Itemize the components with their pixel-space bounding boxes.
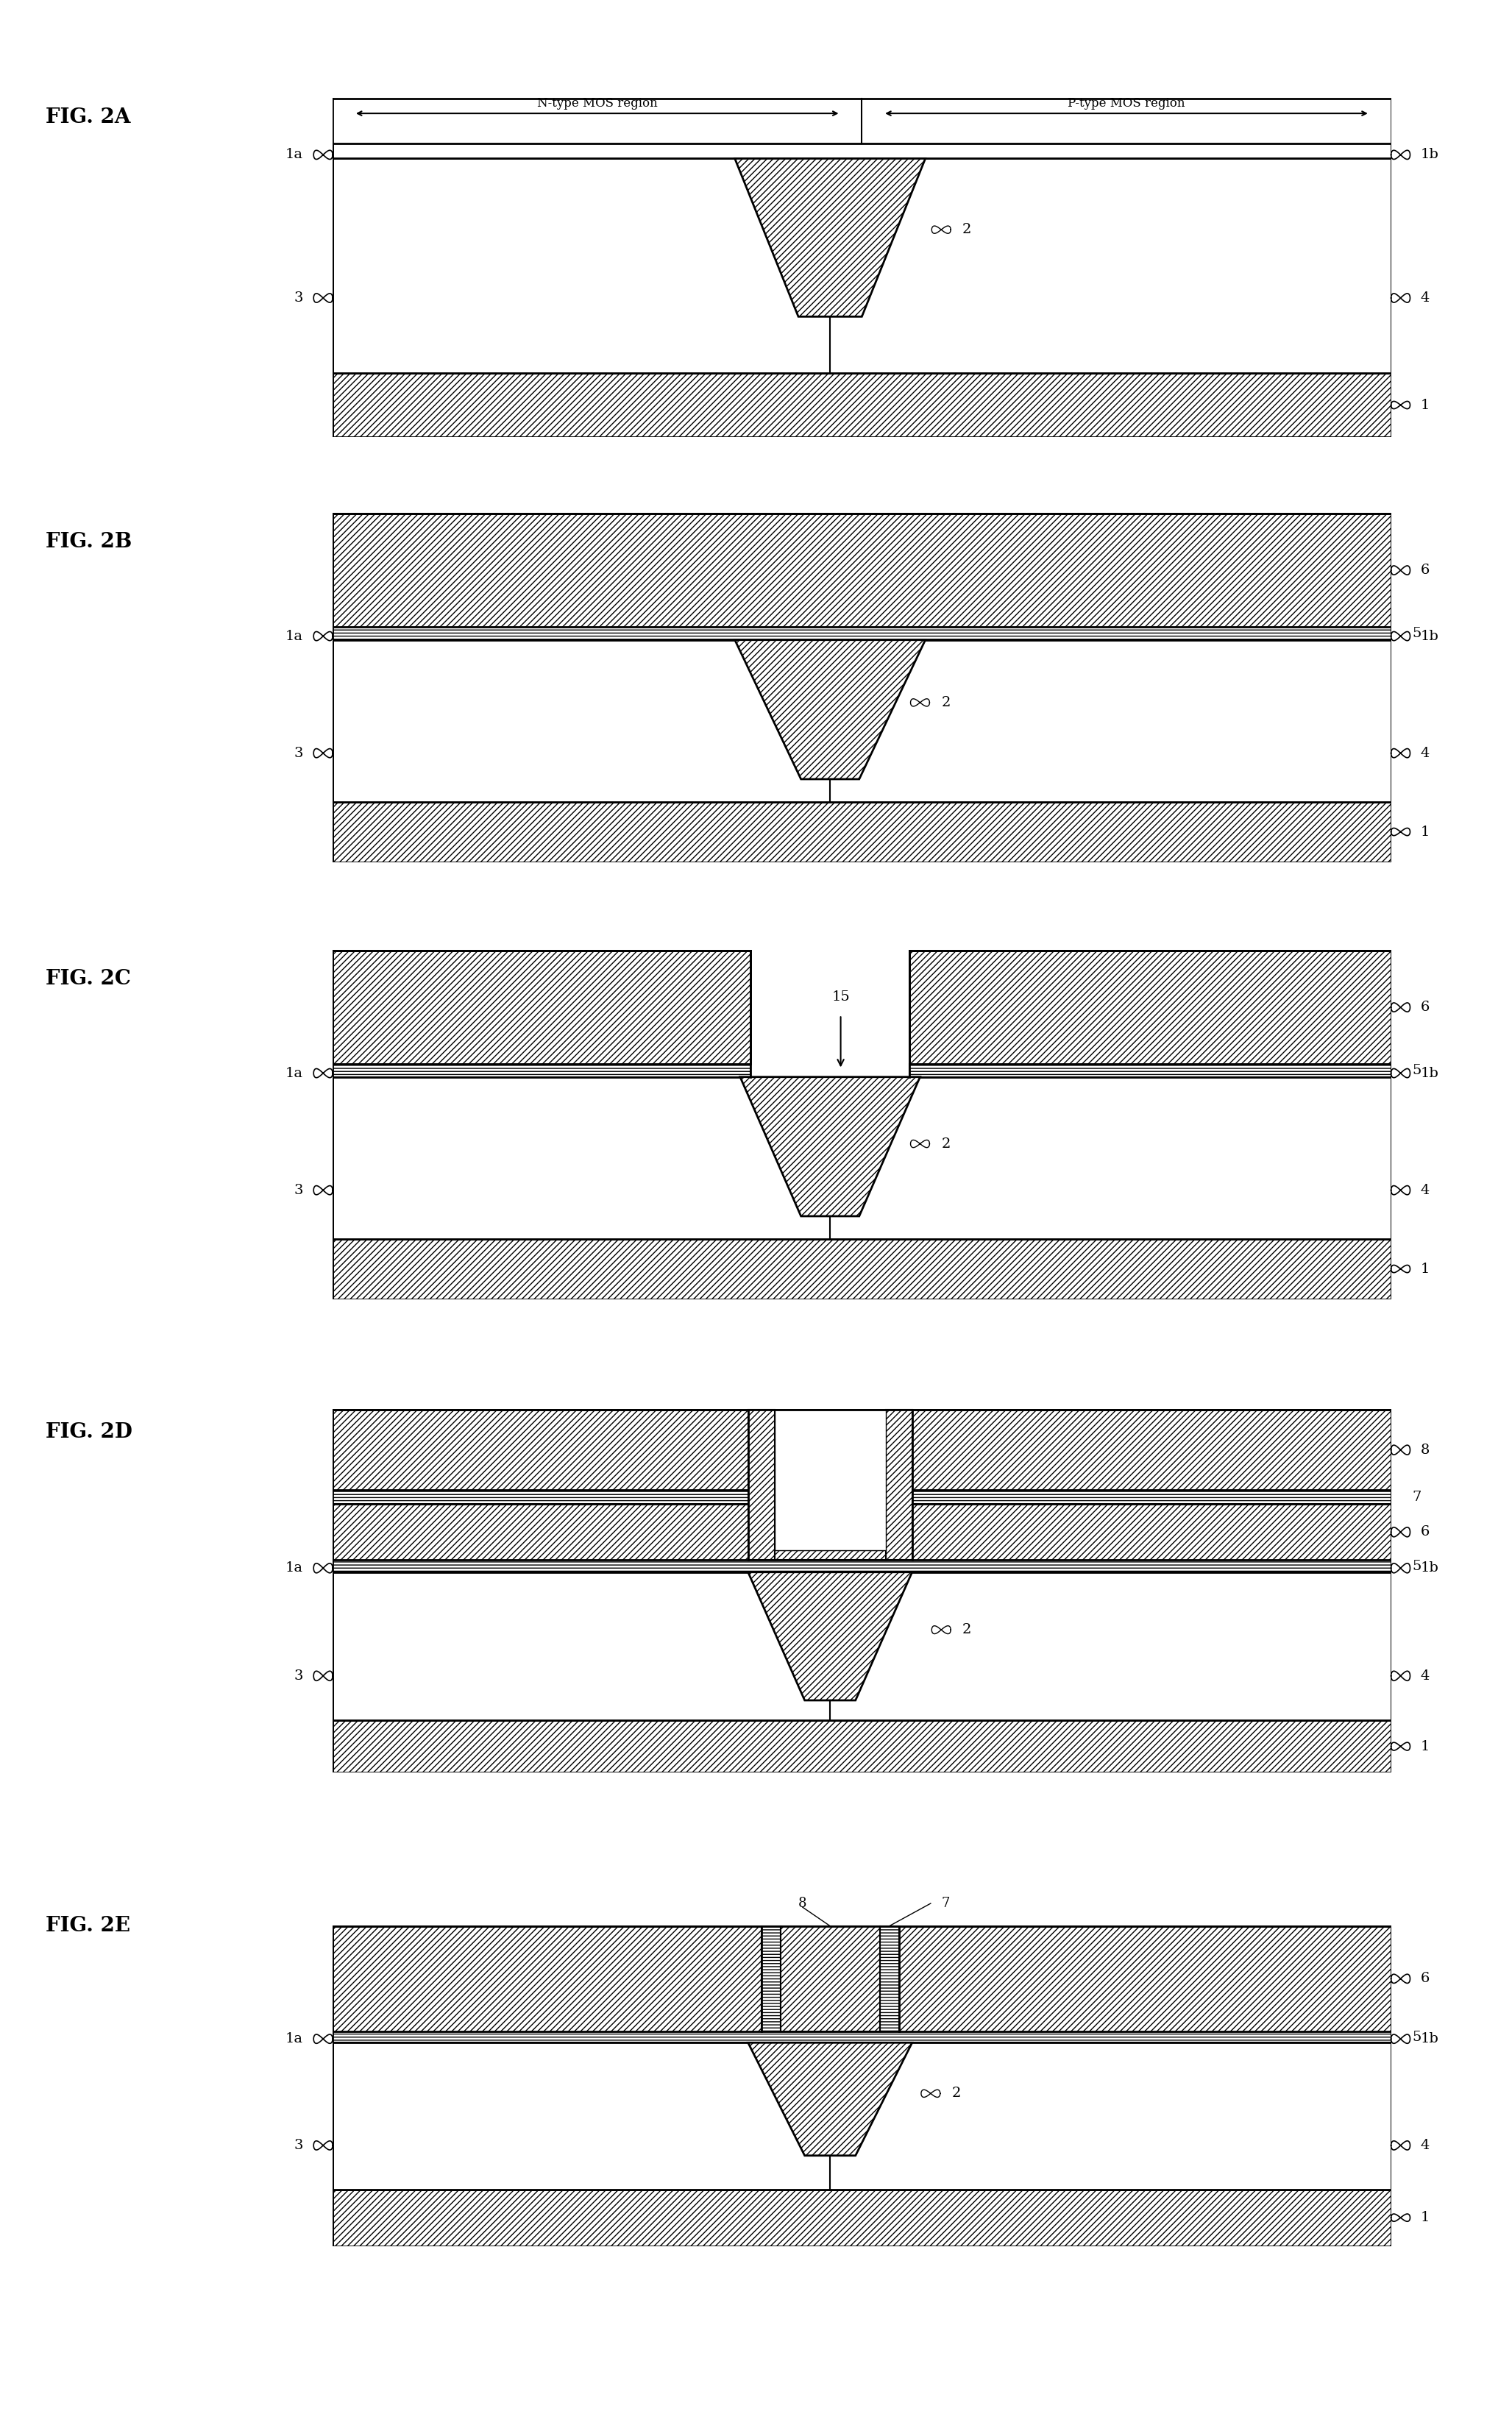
Bar — [910, 952, 1391, 1063]
Bar — [333, 374, 1391, 437]
Bar — [333, 641, 1391, 801]
Bar — [774, 1549, 886, 1561]
Text: 2: 2 — [962, 1624, 972, 1636]
Text: FIG. 2D: FIG. 2D — [45, 1423, 132, 1442]
Polygon shape — [741, 1078, 919, 1216]
Text: 1b: 1b — [1421, 2032, 1439, 2044]
Text: 3: 3 — [293, 745, 302, 760]
Text: 1b: 1b — [1421, 1561, 1439, 1576]
Text: 1b: 1b — [1421, 148, 1439, 160]
Text: 1: 1 — [1421, 2212, 1430, 2224]
Text: 1a: 1a — [286, 148, 302, 160]
Bar — [333, 1925, 1391, 2032]
Text: 8: 8 — [1421, 1442, 1430, 1457]
Text: 5: 5 — [1412, 1063, 1421, 1078]
Text: 1: 1 — [1421, 398, 1430, 413]
Bar — [333, 515, 1391, 626]
Polygon shape — [748, 1573, 912, 1700]
Text: 4: 4 — [1421, 2139, 1430, 2151]
Text: FIG. 2C: FIG. 2C — [45, 969, 130, 988]
Bar — [333, 1063, 751, 1078]
Bar — [333, 1573, 1391, 1721]
Text: 6: 6 — [1421, 1000, 1430, 1015]
Text: 5: 5 — [1412, 1559, 1421, 1573]
Text: 7: 7 — [940, 1896, 950, 1911]
Bar — [774, 1411, 886, 1549]
Text: 1a: 1a — [286, 2032, 302, 2044]
Text: 1: 1 — [1421, 826, 1430, 838]
Bar — [333, 1561, 1391, 1573]
Text: 3: 3 — [293, 1182, 302, 1197]
Text: 2: 2 — [940, 1136, 951, 1151]
Text: 5: 5 — [1412, 2030, 1421, 2044]
Bar — [748, 1411, 912, 1561]
Text: FIG. 2A: FIG. 2A — [45, 107, 130, 126]
Polygon shape — [735, 158, 925, 316]
Text: 3: 3 — [293, 291, 302, 304]
Text: 1: 1 — [1421, 1741, 1430, 1753]
Text: 4: 4 — [1421, 1182, 1430, 1197]
Bar — [333, 1491, 1391, 1503]
Text: 1a: 1a — [286, 629, 302, 643]
Bar — [333, 2042, 1391, 2190]
Bar — [333, 801, 1391, 862]
Text: P-type MOS region: P-type MOS region — [1067, 97, 1185, 109]
Text: 6: 6 — [1421, 1972, 1430, 1986]
Bar — [333, 1238, 1391, 1299]
Text: 4: 4 — [1421, 291, 1430, 304]
Bar — [333, 2190, 1391, 2246]
Bar — [910, 1063, 1391, 1078]
Text: 1b: 1b — [1421, 629, 1439, 643]
Text: 7: 7 — [1412, 1491, 1421, 1503]
Bar — [333, 158, 1391, 374]
Bar — [333, 1078, 1391, 1238]
Text: 2: 2 — [962, 223, 972, 236]
Bar — [333, 1503, 1391, 1561]
Text: 1b: 1b — [1421, 1066, 1439, 1080]
Text: FIG. 2E: FIG. 2E — [45, 1916, 130, 1935]
Text: 1a: 1a — [286, 1561, 302, 1576]
Bar — [333, 2032, 1391, 2042]
Bar — [762, 1925, 898, 2032]
Text: 2: 2 — [940, 697, 951, 709]
Text: 4: 4 — [1421, 1670, 1430, 1683]
Text: 6: 6 — [1421, 563, 1430, 578]
Text: 4: 4 — [1421, 745, 1430, 760]
Polygon shape — [748, 2042, 912, 2156]
Text: 15: 15 — [832, 991, 850, 1003]
Text: FIG. 2B: FIG. 2B — [45, 532, 132, 551]
Bar — [748, 1411, 774, 1561]
Text: 1a: 1a — [286, 1066, 302, 1080]
Bar — [780, 1925, 880, 2032]
Bar — [333, 626, 1391, 641]
Text: 3: 3 — [293, 1670, 302, 1683]
Bar — [886, 1411, 912, 1561]
Bar — [880, 1925, 898, 2032]
Text: 5: 5 — [1412, 626, 1421, 641]
Bar — [762, 1925, 780, 2032]
Text: 8: 8 — [798, 1896, 807, 1911]
Text: 2: 2 — [953, 2086, 962, 2100]
Bar — [333, 952, 751, 1063]
Polygon shape — [735, 641, 925, 779]
Bar — [333, 1411, 1391, 1491]
Text: 1: 1 — [1421, 1263, 1430, 1275]
Bar — [333, 1721, 1391, 1772]
Bar — [333, 143, 1391, 158]
Text: 3: 3 — [293, 2139, 302, 2151]
Text: 6: 6 — [1421, 1525, 1430, 1539]
Text: N-type MOS region: N-type MOS region — [537, 97, 658, 109]
